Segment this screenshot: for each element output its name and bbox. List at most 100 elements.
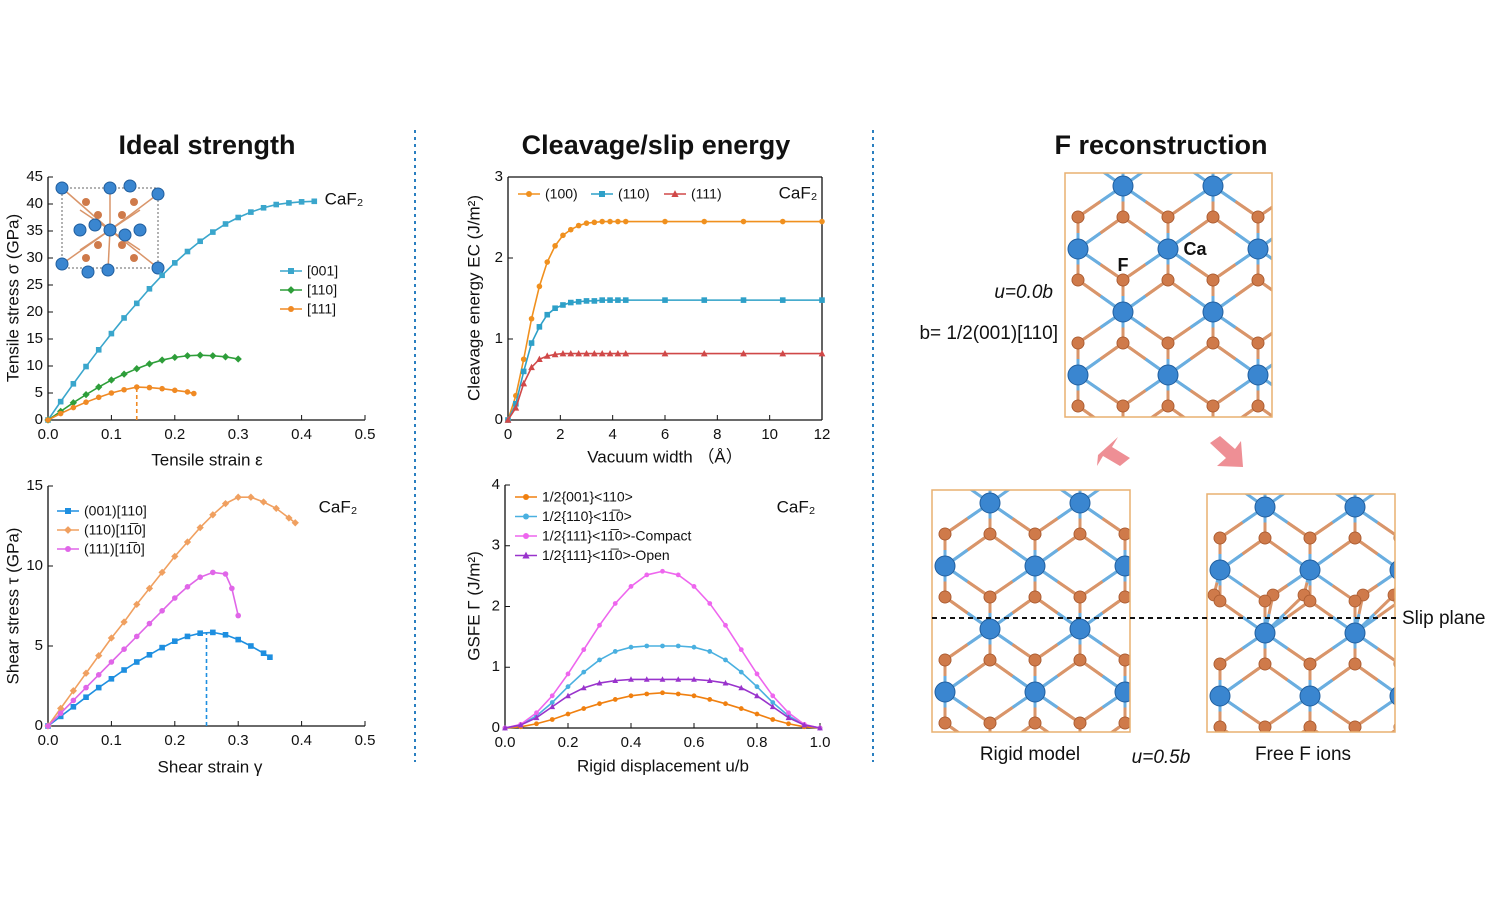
ca-atom xyxy=(979,618,1001,640)
marker xyxy=(82,390,90,399)
ca-atom xyxy=(1069,492,1091,514)
marker xyxy=(95,651,103,660)
y-tick-label: 3 xyxy=(495,168,503,185)
f-atom xyxy=(1303,720,1317,732)
x-tick-label: 0.1 xyxy=(101,732,122,749)
marker xyxy=(121,646,127,652)
panel-title: Ideal strength xyxy=(118,130,295,160)
marker xyxy=(520,379,528,387)
ca-atom xyxy=(1114,555,1130,577)
legend-marker xyxy=(671,190,679,197)
marker xyxy=(158,568,166,577)
marker xyxy=(599,218,605,225)
f-atom xyxy=(1297,400,1309,412)
marker xyxy=(311,198,318,205)
bond xyxy=(1310,475,1333,491)
marker xyxy=(209,352,217,360)
bond xyxy=(1035,771,1058,787)
marker xyxy=(108,659,115,665)
f-atom xyxy=(983,527,997,541)
marker xyxy=(221,353,230,361)
marker xyxy=(580,684,587,691)
inset-structure xyxy=(55,179,165,279)
f-atom xyxy=(1349,784,1361,796)
marker xyxy=(196,523,204,532)
marker xyxy=(83,694,89,700)
f-atom xyxy=(1297,463,1309,475)
marker xyxy=(675,643,681,649)
x-tick-label: 6 xyxy=(661,426,669,443)
marker xyxy=(560,232,566,239)
marker xyxy=(196,351,204,359)
ca-atom xyxy=(1112,301,1134,323)
f-atom xyxy=(118,211,126,219)
f-atom xyxy=(1393,660,1395,668)
marker xyxy=(159,385,165,392)
x-tick-label: 0.4 xyxy=(291,426,312,443)
bond xyxy=(1035,471,1058,487)
y-tick-label: 40 xyxy=(26,195,43,212)
marker xyxy=(628,584,634,589)
legend-label: 1/2{001}<110> xyxy=(542,489,633,505)
x-tick-label: 0.3 xyxy=(228,732,249,749)
ca-atom xyxy=(1069,618,1091,640)
label: b= 1/2(001)[110] xyxy=(919,323,1058,344)
f-atom xyxy=(1161,399,1175,413)
f-atom xyxy=(938,716,952,730)
f-atom xyxy=(1297,400,1309,412)
marker xyxy=(145,360,154,368)
f-atom xyxy=(1028,590,1042,604)
marker xyxy=(57,410,64,417)
x-tick-label: 4 xyxy=(608,426,616,443)
y-tick-label: 0 xyxy=(35,411,43,428)
marker xyxy=(159,644,165,651)
marker xyxy=(612,649,618,654)
marker xyxy=(260,204,267,211)
y-tick-label: 1 xyxy=(495,330,503,347)
marker xyxy=(70,381,77,387)
marker xyxy=(536,283,543,290)
marker xyxy=(120,618,128,626)
marker xyxy=(568,299,574,306)
ca-atom xyxy=(1024,681,1046,703)
marker xyxy=(615,297,621,303)
ca-atom xyxy=(151,187,165,201)
marker xyxy=(234,493,242,501)
f-atom xyxy=(1348,594,1362,608)
marker xyxy=(701,297,708,303)
y-axis-label: Cleavage energy EC (J/m²) xyxy=(464,195,483,401)
label: Free F ions xyxy=(1255,744,1351,765)
ca-atom xyxy=(103,223,117,237)
marker xyxy=(738,647,744,653)
marker xyxy=(210,569,216,576)
marker xyxy=(565,692,571,699)
marker xyxy=(606,349,614,357)
f-atom xyxy=(1258,594,1272,608)
marker xyxy=(191,390,197,397)
f-atom xyxy=(1213,657,1227,671)
y-tick-label: 30 xyxy=(26,249,43,266)
marker xyxy=(248,643,254,649)
legend-label: (100) xyxy=(545,186,578,202)
marker xyxy=(599,297,605,303)
bond xyxy=(1288,475,1311,491)
legend-marker xyxy=(64,526,72,534)
marker xyxy=(622,349,630,357)
ca-atom xyxy=(1247,238,1269,260)
marker xyxy=(565,684,571,690)
ca-atom xyxy=(1209,559,1231,581)
ca-atom xyxy=(1389,560,1395,580)
bond xyxy=(1281,391,1304,407)
f-atom xyxy=(1394,784,1406,796)
bond xyxy=(1013,471,1036,487)
arrow xyxy=(1097,437,1130,466)
bond xyxy=(1101,422,1124,438)
series-line xyxy=(507,220,822,421)
f-atom xyxy=(1029,780,1041,792)
marker xyxy=(286,200,292,206)
ca-atom xyxy=(1254,622,1276,644)
bond xyxy=(1281,265,1304,281)
marker xyxy=(235,612,241,619)
marker xyxy=(512,404,520,411)
